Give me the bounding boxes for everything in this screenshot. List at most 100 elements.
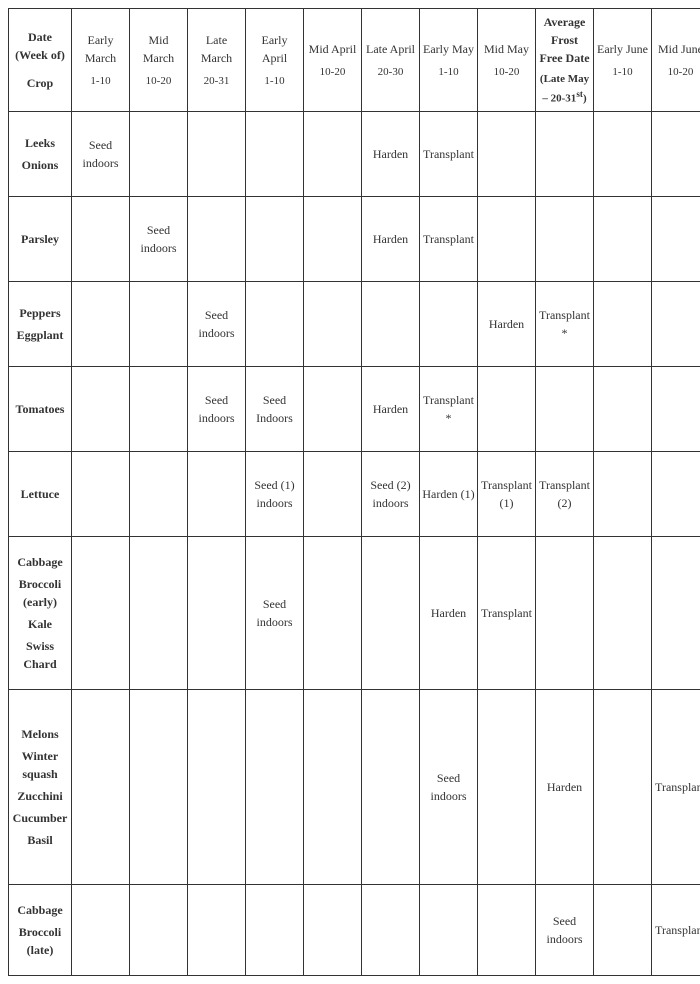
schedule-cell	[594, 536, 652, 689]
schedule-cell	[362, 689, 420, 884]
crop-name: Melons	[11, 725, 69, 743]
schedule-cell	[536, 111, 594, 196]
schedule-cell	[188, 196, 246, 281]
schedule-cell	[304, 111, 362, 196]
schedule-cell	[246, 281, 304, 366]
col-late-march: Late March 20-31	[188, 9, 246, 112]
schedule-cell	[420, 281, 478, 366]
schedule-cell	[652, 196, 700, 281]
schedule-cell	[72, 366, 130, 451]
schedule-cell: Harden	[536, 689, 594, 884]
schedule-cell: Seed indoors	[130, 196, 188, 281]
schedule-cell: Seed indoors	[420, 689, 478, 884]
schedule-cell	[72, 196, 130, 281]
crop-name: Lettuce	[11, 485, 69, 503]
schedule-cell	[362, 884, 420, 975]
schedule-cell	[304, 451, 362, 536]
schedule-cell	[246, 196, 304, 281]
table-row: LettuceSeed (1) indoorsSeed (2) indoorsH…	[9, 451, 700, 536]
schedule-cell	[188, 536, 246, 689]
schedule-cell: Transplant (2)	[536, 451, 594, 536]
schedule-cell: Seed (1) indoors	[246, 451, 304, 536]
schedule-cell	[362, 536, 420, 689]
schedule-cell	[478, 196, 536, 281]
schedule-cell	[478, 366, 536, 451]
col-mid-june: Mid June 10-20	[652, 9, 700, 112]
schedule-cell	[246, 111, 304, 196]
col-early-june: Early June 1-10	[594, 9, 652, 112]
schedule-cell	[130, 451, 188, 536]
table-row: LeeksOnionsSeed indoorsHardenTransplant	[9, 111, 700, 196]
header-crop: Date (Week of) Crop	[9, 9, 72, 112]
hdr-crop-label: Crop	[11, 74, 69, 92]
crop-name: Parsley	[11, 230, 69, 248]
schedule-cell	[304, 196, 362, 281]
schedule-cell	[594, 451, 652, 536]
schedule-cell	[594, 689, 652, 884]
schedule-cell: Harden	[362, 196, 420, 281]
schedule-cell	[72, 689, 130, 884]
schedule-cell	[130, 689, 188, 884]
schedule-cell	[188, 111, 246, 196]
schedule-cell: Transplant*	[536, 281, 594, 366]
schedule-cell	[478, 689, 536, 884]
schedule-cell	[188, 884, 246, 975]
crop-name: Leeks	[11, 134, 69, 152]
col-early-may: Early May 1-10	[420, 9, 478, 112]
hdr-date-label: Date	[11, 28, 69, 46]
crop-name: Broccoli (early)	[11, 575, 69, 611]
schedule-cell	[130, 884, 188, 975]
table-row: TomatoesSeed indoorsSeed IndoorsHardenTr…	[9, 366, 700, 451]
schedule-cell	[188, 451, 246, 536]
schedule-cell	[652, 111, 700, 196]
schedule-cell: Harden	[420, 536, 478, 689]
crop-cell: Lettuce	[9, 451, 72, 536]
schedule-cell: Seed (2) indoors	[362, 451, 420, 536]
schedule-cell	[652, 536, 700, 689]
schedule-cell	[130, 281, 188, 366]
crop-name: Broccoli (late)	[11, 923, 69, 959]
crop-name: Basil	[11, 831, 69, 849]
col-early-april: Early April 1-10	[246, 9, 304, 112]
schedule-cell: Transplant	[652, 689, 700, 884]
crop-name: Eggplant	[11, 326, 69, 344]
schedule-cell: Seed indoors	[188, 281, 246, 366]
crop-name: Onions	[11, 156, 69, 174]
table-row: CabbageBroccoli (early)KaleSwiss ChardSe…	[9, 536, 700, 689]
schedule-cell: Transplant	[478, 536, 536, 689]
schedule-cell	[72, 536, 130, 689]
schedule-cell	[304, 884, 362, 975]
col-mid-april: Mid April 10-20	[304, 9, 362, 112]
schedule-cell: Transplant	[420, 196, 478, 281]
schedule-cell: Seed indoors	[188, 366, 246, 451]
table-row: PeppersEggplantSeed indoorsHardenTranspl…	[9, 281, 700, 366]
schedule-cell: Seed indoors	[246, 536, 304, 689]
schedule-cell	[478, 111, 536, 196]
schedule-cell	[594, 366, 652, 451]
frost-sub: (Late May – 20-31st)	[538, 71, 591, 107]
crop-cell: CabbageBroccoli (early)KaleSwiss Chard	[9, 536, 72, 689]
crop-cell: Leeks Onions	[9, 111, 72, 196]
col-mid-march: Mid March 10-20	[130, 9, 188, 112]
schedule-cell	[246, 884, 304, 975]
crop-name: Cabbage	[11, 553, 69, 571]
schedule-cell	[72, 281, 130, 366]
schedule-cell: Harden	[362, 366, 420, 451]
crop-name: Cabbage	[11, 901, 69, 919]
schedule-cell	[246, 689, 304, 884]
planting-schedule-table: Date (Week of) Crop Early March 1-10 Mid…	[8, 8, 700, 976]
crop-name: Swiss Chard	[11, 637, 69, 673]
schedule-cell	[130, 366, 188, 451]
schedule-cell	[536, 196, 594, 281]
schedule-cell	[652, 366, 700, 451]
schedule-cell	[304, 536, 362, 689]
crop-cell: Peppers Eggplant	[9, 281, 72, 366]
schedule-cell	[652, 451, 700, 536]
crop-cell: Parsley	[9, 196, 72, 281]
crop-name: Cucumber	[11, 809, 69, 827]
crop-name: Peppers	[11, 304, 69, 322]
schedule-cell	[130, 111, 188, 196]
crop-name: Zucchini	[11, 787, 69, 805]
schedule-cell: Transplant (1)	[478, 451, 536, 536]
schedule-cell	[304, 689, 362, 884]
